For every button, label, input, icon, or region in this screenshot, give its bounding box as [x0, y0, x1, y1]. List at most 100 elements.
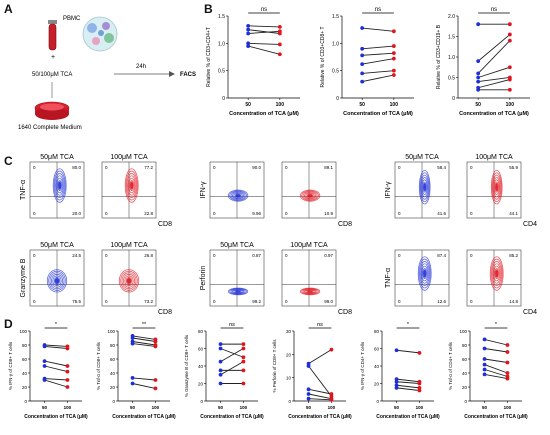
quadrant-ul: 0 [285, 165, 288, 170]
contour [53, 277, 61, 285]
population-contour [46, 269, 68, 293]
quadrant-ul: 0 [398, 165, 401, 170]
flow-plot-100: 0 77.2 0 22.8 [101, 161, 157, 219]
flow-title-left: 50μM TCA [40, 154, 74, 161]
point-100-0 [391, 29, 396, 34]
point-50-2 [246, 31, 251, 36]
series-line-1 [132, 337, 156, 342]
y-tick-label: 80 [110, 343, 116, 348]
contour [422, 181, 427, 193]
flow-group-0: 50μM TCA 100μM TCA TNF-α 0 80.0 0 20.0 0 77.2 0 22… [20, 154, 172, 228]
contour [421, 177, 429, 198]
contour [227, 287, 249, 296]
panel-d-chart-4: 0 20 40 60 80 50 100 Concentration of TCA (μM)%… [360, 322, 440, 420]
flow-y-label: TNF-α [385, 268, 392, 288]
y-axis-label: Relative % of CD3+CD8+ T [320, 26, 326, 87]
series-line-2 [396, 381, 420, 384]
y-tick-label: 1.0 [218, 41, 225, 47]
point-50-1 [42, 344, 47, 349]
quadrant-ll: 0 [470, 299, 473, 304]
point-50-2 [306, 387, 311, 392]
series-line-1 [308, 365, 332, 397]
point-50-4 [360, 71, 365, 76]
point-50-1 [476, 59, 481, 63]
flow-group-1: IFN-γ 0 90.0 0 9.96 0 89.1 0 10.9 CD8 [200, 161, 352, 228]
point-50-1 [482, 346, 487, 351]
y-tick-label: 0.5 [332, 69, 339, 75]
quadrant-lr: 14.8 [509, 299, 518, 304]
x-tick-label: 50 [394, 405, 400, 410]
quadrant-lr: 75.5 [72, 299, 81, 304]
series-line-1 [220, 348, 244, 358]
contour [227, 189, 249, 202]
x-tick-label: 100 [240, 405, 248, 410]
contour [301, 190, 319, 201]
y-tick-label: 0 [24, 399, 27, 404]
flow-plot-50: 0 0.87 0 99.2 [209, 249, 265, 307]
flow-y-label: IFN-γ [385, 181, 392, 199]
series-line-1 [477, 34, 511, 62]
time-label: 24h [136, 64, 146, 70]
x-axis-label: Concentration of TCA (μM) [464, 414, 528, 420]
y-tick-label: 0 [336, 96, 339, 102]
y-tick-label: 100 [459, 329, 467, 334]
point-50-2 [476, 71, 481, 76]
quadrant-ul: 0 [213, 253, 216, 258]
panel-letter-d: D [4, 317, 13, 331]
point-100-1 [391, 44, 396, 48]
contour [306, 193, 314, 198]
contour [492, 263, 501, 284]
point-100-0 [505, 343, 510, 347]
population-contour [299, 287, 321, 296]
y-tick-label: 20 [198, 382, 204, 387]
significance-label: ns [229, 322, 235, 328]
contour [301, 288, 319, 295]
point-50-2 [42, 359, 47, 363]
flow-x-label: CD8 [338, 221, 352, 228]
contour [305, 289, 315, 294]
contour [491, 261, 502, 287]
quadrant-ll: 0 [33, 211, 36, 216]
contour [306, 290, 314, 293]
quadrant-ur: 0.87 [252, 253, 261, 258]
flow-y-label: IFN-γ [200, 181, 207, 199]
series-line-1 [44, 345, 68, 349]
series-line-2 [484, 358, 508, 363]
point-50-4 [246, 44, 251, 48]
quadrant-ur: 24.5 [72, 253, 81, 258]
point-100-3 [505, 371, 510, 375]
contour [125, 170, 138, 201]
point-50-3 [246, 41, 251, 46]
x-tick-label: 100 [390, 102, 399, 108]
schematic-graphic: PBMC + 50/100μM TCA 1640 Complete Medium… [18, 16, 196, 131]
contour-core [495, 183, 499, 192]
point-50-2 [360, 53, 365, 58]
series-line-4 [396, 387, 420, 391]
contour [118, 269, 140, 293]
contour [233, 192, 243, 199]
point-50-0 [218, 342, 223, 347]
panel-b-chart-1: 0 0.5 1.0 1.5 50 100 Concentration of TCA (μM)… [320, 7, 414, 117]
series-line-5 [132, 383, 156, 389]
series-line-5 [478, 79, 510, 89]
y-tick-label: 60 [198, 347, 204, 352]
x-tick-label: 50 [482, 405, 488, 410]
point-100-1 [153, 339, 158, 344]
x-tick-label: 100 [416, 405, 424, 410]
quadrant-ur: 55.9 [509, 165, 518, 170]
x-axis-label: Concentration of TCA (μM) [112, 414, 176, 420]
y-tick-label: 0 [288, 399, 291, 404]
quadrant-ll: 0 [285, 211, 288, 216]
contour [229, 190, 247, 201]
x-axis-label: Concentration of TCA (μM) [288, 414, 352, 420]
flow-group-2: 50μM TCA 100μM TCA IFN-γ 0 58.4 0 41.6 0 55.9 0 44… [385, 154, 537, 228]
x-tick-label: 50 [245, 102, 251, 108]
series-line-4 [484, 369, 508, 377]
flow-plot-50: 0 87.4 0 12.6 [394, 249, 450, 307]
significance-label: * [407, 322, 410, 328]
flow-x-label: CD4 [523, 221, 537, 228]
quadrant-ll: 0 [213, 211, 216, 216]
contour [233, 289, 243, 294]
flow-group-3: 50μM TCA 100μM TCA Granzyme B 0 24.5 0 75.5 0 26… [20, 242, 172, 315]
